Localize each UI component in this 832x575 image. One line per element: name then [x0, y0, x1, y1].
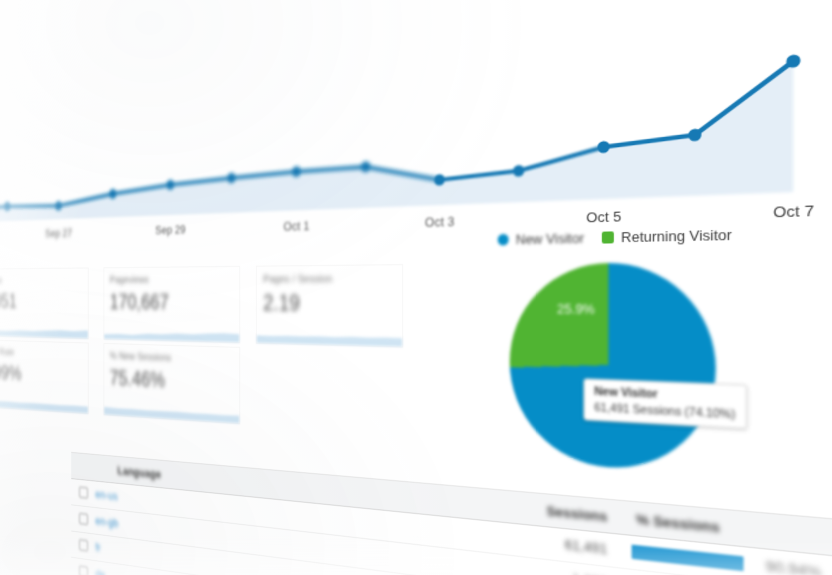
metric-label: Pageviews	[109, 274, 149, 286]
sessions-over-time-chart: Sep 27 Sep 29 Oct 1 Oct 3 Oct 5 Oct 7	[0, 0, 832, 256]
language-table: Language Sessions % Sessions en-us 61,491…	[71, 451, 832, 575]
metric-card: Bounce Rate 45.99%	[0, 339, 89, 415]
sessions-bar-track	[631, 544, 749, 572]
metric-card: Pageviews 170,667	[103, 265, 241, 344]
x-axis-tick: Sep 27	[45, 228, 72, 240]
sessions-bar	[631, 544, 744, 572]
x-axis-tick: Oct 5	[586, 209, 622, 226]
gridline	[0, 40, 832, 123]
language-link[interactable]: en-us	[95, 487, 118, 503]
legend-item-returning-visitor[interactable]: Returning Visitor	[601, 226, 732, 245]
legend-label: Returning Visitor	[621, 226, 732, 246]
returning-visitor-swatch-icon	[601, 231, 614, 244]
metric-value: 84,051	[0, 290, 17, 312]
visitor-type-pie-wrap: 25.9%	[509, 261, 716, 476]
metric-sparkline	[256, 334, 403, 347]
visitor-type-pie-chart[interactable]	[509, 261, 716, 476]
pie-slice-label: 25.9%	[556, 301, 595, 318]
metric-label: % New Sessions	[109, 350, 172, 364]
metric-label: Pages / Session	[263, 273, 333, 286]
new-visitor-swatch-icon	[497, 233, 509, 246]
metric-sparkline	[104, 330, 240, 343]
column-header-sessions[interactable]: Sessions	[546, 502, 608, 525]
metric-value: 75.46%	[109, 366, 166, 392]
row-checkbox[interactable]	[79, 486, 88, 499]
row-checkbox[interactable]	[79, 565, 88, 575]
metric-sparkline	[0, 327, 88, 339]
metric-card: Pages / Session 2.19	[255, 264, 404, 348]
legend-label: New Visitor	[515, 229, 585, 248]
legend-item-new-visitor[interactable]: New Visitor	[497, 229, 585, 248]
sessions-value: 61,491	[564, 536, 608, 558]
language-link[interactable]: de	[95, 567, 106, 575]
x-axis-tick: Oct 7	[773, 203, 814, 222]
language-link[interactable]: fr	[95, 540, 101, 555]
data-point-dot	[786, 53, 801, 69]
x-axis-tick: Oct 1	[284, 220, 310, 234]
x-axis-tick: Sep 29	[155, 224, 185, 237]
pct-sessions-value: 90.94%	[765, 557, 822, 575]
metric-value: 2.19	[263, 290, 300, 316]
language-link[interactable]: en-gb	[95, 513, 119, 530]
column-header-pct-sessions[interactable]: % Sessions	[636, 511, 720, 536]
metric-value: 45.99%	[0, 360, 22, 385]
sessions-area	[0, 61, 794, 223]
row-checkbox[interactable]	[79, 539, 88, 552]
metric-value: 170,667	[109, 290, 169, 314]
metric-label: Bounce Rate	[0, 347, 15, 358]
metric-sparkline	[0, 398, 88, 414]
metric-card: Sessions 84,051	[0, 267, 89, 340]
metric-card: % New Sessions 75.46%	[103, 343, 241, 425]
metric-sparkline	[104, 406, 240, 424]
row-checkbox[interactable]	[79, 512, 88, 526]
x-axis-tick: Oct 3	[425, 215, 454, 230]
column-header-language[interactable]: Language	[117, 463, 161, 482]
metric-label: Sessions	[0, 275, 3, 286]
gridline	[0, 0, 832, 73]
